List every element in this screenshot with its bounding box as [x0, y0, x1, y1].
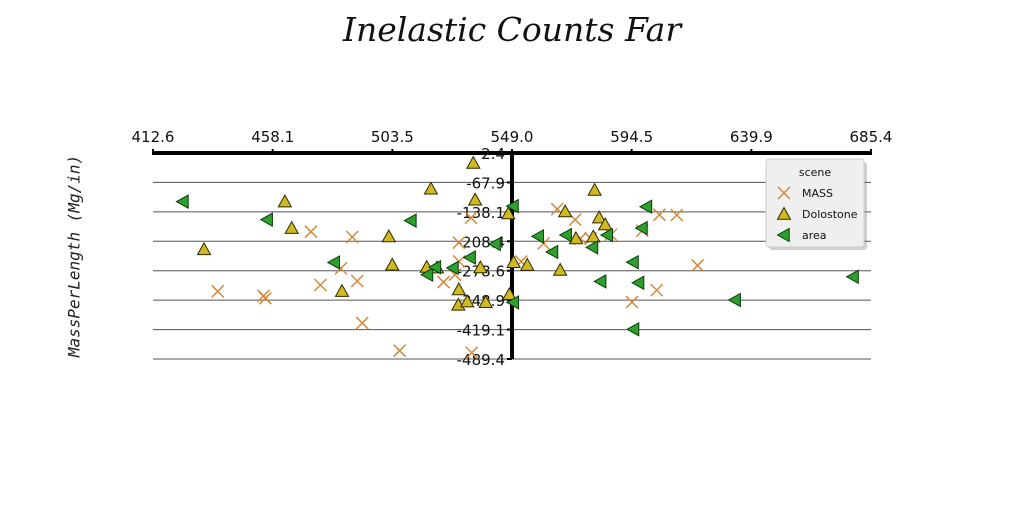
data-point-area [638, 199, 653, 215]
axes [152, 149, 872, 360]
data-point-dolostone [478, 294, 494, 309]
data-point-dolostone [459, 294, 475, 308]
y-tick-label: -419.1 [457, 322, 505, 340]
data-point-mass [625, 295, 639, 309]
data-point-area [419, 267, 434, 282]
legend: scene MASS Dolostone area [765, 158, 867, 250]
chart-title: Inelastic Counts Far [342, 10, 682, 49]
x-tick-label: 639.9 [730, 128, 773, 146]
data-point-dolostone [334, 283, 350, 297]
data-point-dolostone [467, 192, 483, 206]
data-point-mass [355, 316, 369, 330]
data-point-dolostone [591, 210, 607, 224]
data-point-dolostone [500, 206, 516, 220]
data-point-area [545, 244, 559, 260]
data-point-mass [452, 236, 466, 250]
data-point-area [585, 240, 599, 255]
data-points [175, 155, 859, 360]
data-point-dolostone [568, 230, 584, 245]
data-point-dolostone [506, 254, 521, 268]
legend-marker-dolostone [776, 206, 792, 220]
x-tick-label: 685.4 [850, 128, 893, 146]
legend-label-mass: MASS [802, 187, 833, 200]
data-point-mass [345, 230, 359, 244]
x-tick-label: 549.0 [491, 128, 534, 146]
data-point-area [626, 321, 640, 337]
data-point-dolostone [473, 259, 488, 274]
data-point-dolostone [196, 241, 212, 256]
data-point-mass [650, 283, 664, 297]
data-point-dolostone [519, 257, 535, 271]
data-point-dolostone [587, 182, 602, 196]
x-tick-label: 412.6 [132, 128, 175, 146]
data-point-area [445, 260, 459, 276]
data-point-dolostone [284, 220, 300, 234]
legend-box [765, 158, 865, 248]
x-tick-label: 458.1 [251, 128, 294, 146]
data-point-dolostone [465, 155, 481, 169]
data-point-area [593, 274, 607, 289]
data-point-mass [437, 275, 451, 289]
y-tick-label: -489.4 [457, 351, 505, 369]
data-point-area [845, 269, 859, 285]
data-point-mass [652, 208, 666, 222]
data-point-mass [464, 211, 478, 225]
legend-title: scene [799, 166, 832, 179]
data-point-area [326, 255, 341, 270]
legend-label-area: area [802, 229, 827, 242]
data-point-dolostone [557, 204, 573, 218]
y-tick-label: -138.1 [457, 204, 505, 222]
data-point-mass [393, 344, 407, 358]
data-point-area [558, 227, 572, 243]
data-point-area [599, 227, 613, 243]
data-point-dolostone [423, 181, 439, 195]
legend-label-dolostone: Dolostone [802, 208, 858, 221]
data-point-dolostone [585, 229, 601, 243]
data-point-mass [691, 258, 705, 272]
data-point-area [403, 213, 417, 228]
legend-marker-area [776, 227, 790, 243]
x-tick-label: 503.5 [371, 128, 414, 146]
x-tick-labels: 412.6 458.1 503.5 549.0 594.5 639.9 685.4 [132, 128, 893, 146]
data-point-area [462, 250, 476, 265]
data-point-mass [258, 291, 272, 305]
data-point-dolostone [277, 194, 293, 208]
data-point-mass [313, 278, 327, 292]
data-point-area [259, 212, 273, 227]
data-point-area [175, 194, 189, 209]
data-point-dolostone [597, 217, 613, 231]
data-point-mass [465, 346, 479, 360]
data-point-mass [350, 274, 364, 288]
data-point-area [505, 295, 520, 310]
data-point-mass [670, 208, 684, 222]
data-point-area [625, 254, 639, 270]
data-point-dolostone [384, 257, 400, 271]
data-point-area [727, 292, 741, 308]
data-point-area [505, 198, 519, 214]
data-point-area [487, 236, 501, 252]
data-point-dolostone [381, 228, 397, 243]
data-point-dolostone [552, 262, 568, 276]
data-point-area [631, 275, 645, 291]
y-tick-label: -67.9 [466, 174, 505, 192]
data-point-dolostone [502, 286, 517, 301]
x-tick-label: 594.5 [610, 128, 653, 146]
data-point-area [634, 220, 648, 236]
data-point-area [530, 229, 545, 244]
data-point-area [427, 259, 442, 275]
y-tick-label: 2.4 [481, 145, 505, 163]
data-point-mass [211, 284, 225, 298]
legend-marker-mass [777, 186, 791, 200]
data-point-mass [304, 225, 318, 239]
data-point-dolostone [451, 282, 467, 296]
